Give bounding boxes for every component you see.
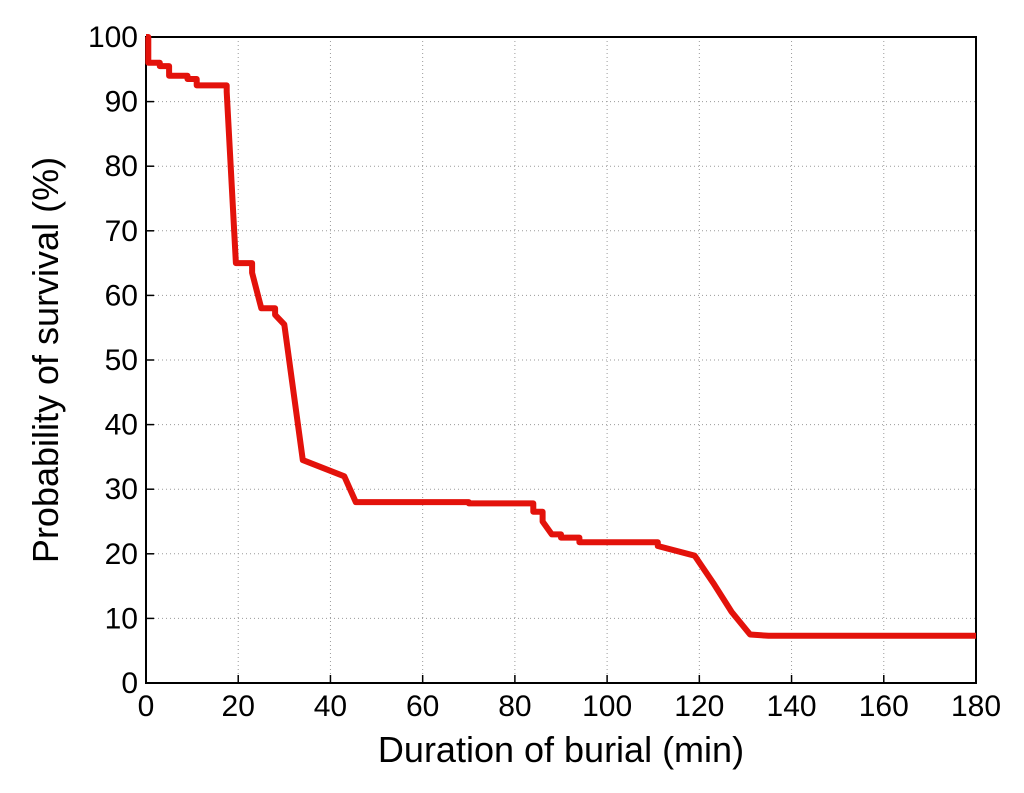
y-tick-label: 10 (105, 602, 138, 635)
x-tick-label: 20 (222, 690, 255, 723)
x-tick-label: 180 (951, 690, 1001, 723)
x-tick-label: 0 (138, 690, 155, 723)
y-tick-label: 100 (88, 21, 138, 54)
y-tick-label: 40 (105, 409, 138, 442)
x-tick-label: 120 (674, 690, 724, 723)
series-layer (145, 34, 976, 639)
y-tick-label: 80 (105, 150, 138, 183)
x-tick-label: 140 (767, 690, 817, 723)
y-tick-label: 0 (121, 667, 138, 700)
x-axis-title: Duration of burial (min) (378, 729, 744, 770)
x-tick-label: 160 (859, 690, 909, 723)
x-tick-label: 80 (498, 690, 531, 723)
y-tick-label: 70 (105, 215, 138, 248)
axis-ticks: 0 20 40 60 80 100 120 140 160 180 0 10 20 30 40 50 60 70 8… (88, 21, 1001, 723)
x-tick-label: 40 (314, 690, 347, 723)
x-tick-label: 60 (406, 690, 439, 723)
y-axis-title: Probability of survival (%) (25, 157, 66, 563)
y-tick-label: 30 (105, 473, 138, 506)
survival-curve-line (145, 34, 976, 639)
x-tick-label: 100 (582, 690, 632, 723)
y-tick-label: 90 (105, 86, 138, 119)
y-tick-label: 60 (105, 279, 138, 312)
y-tick-label: 20 (105, 538, 138, 571)
y-tick-label: 50 (105, 344, 138, 377)
grid-lines (146, 37, 976, 683)
